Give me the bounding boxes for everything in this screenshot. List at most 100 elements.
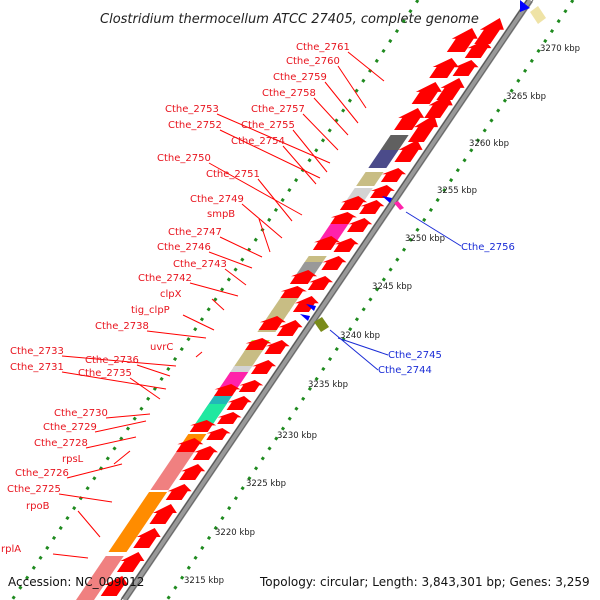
leader-line xyxy=(405,211,462,247)
forward-gene-arrow xyxy=(446,28,478,52)
gene-label-forward: uvrC xyxy=(150,342,173,353)
gene-feature-block xyxy=(195,404,227,424)
forward-gene-arrow xyxy=(380,168,407,182)
gene-feature-block xyxy=(368,150,399,168)
forward-gene-arrow xyxy=(192,446,218,460)
gene-label-forward: Cthe_2742 xyxy=(138,273,192,284)
reverse-arrow-2745b xyxy=(300,314,310,321)
gene-label-forward: Cthe_2752 xyxy=(168,120,222,131)
forward-gene-arrow xyxy=(250,360,277,374)
scale-tick-label: 3215 kbp xyxy=(184,576,224,586)
leader-line xyxy=(337,337,389,356)
leader-line xyxy=(347,51,385,82)
leader-line xyxy=(61,355,177,367)
leader-line xyxy=(258,218,271,253)
gene-label-forward: Cthe_2761 xyxy=(296,42,350,53)
feature-2744-box xyxy=(314,317,329,332)
leader-line xyxy=(85,436,137,449)
gene-label-forward: Cthe_2736 xyxy=(85,355,139,366)
forward-gene-arrow xyxy=(407,115,438,142)
forward-gene-arrow xyxy=(330,212,357,224)
forward-gene-arrow xyxy=(394,108,425,130)
leader-line xyxy=(94,420,147,433)
reverse-arrow-top xyxy=(520,0,530,12)
leader-line xyxy=(129,377,161,400)
forward-gene-arrow xyxy=(217,412,242,424)
gene-feature-block xyxy=(150,470,182,490)
scale-tick-label: 3270 kbp xyxy=(540,44,580,54)
scale-tick-label: 3265 kbp xyxy=(506,92,546,102)
gene-label-forward: Cthe_2751 xyxy=(206,169,260,180)
forward-gene-arrow xyxy=(189,420,217,432)
forward-gene-arrow xyxy=(176,438,204,452)
gene-feature-block xyxy=(163,450,196,470)
leader-line xyxy=(216,113,331,164)
forward-gene-arrow xyxy=(292,296,319,312)
gene-label-forward: Cthe_2754 xyxy=(231,136,285,147)
gene-label-forward: Cthe_2725 xyxy=(7,484,61,495)
forward-gene-arrow xyxy=(474,18,504,44)
forward-gene-arrow xyxy=(321,256,347,270)
forward-gene-arrow xyxy=(307,276,333,290)
gene-label-forward: smpB xyxy=(207,209,235,220)
gene-label-forward: Cthe_2729 xyxy=(43,422,97,433)
gene-feature-block xyxy=(108,520,149,552)
scale-tick-label: 3250 kbp xyxy=(405,234,445,244)
scale-tick-label: 3240 kbp xyxy=(340,331,380,341)
forward-gene-arrow xyxy=(429,58,459,78)
forward-gene-arrow xyxy=(347,218,373,232)
leader-line xyxy=(189,282,239,297)
leader-line xyxy=(58,493,113,503)
forward-gene-arrow xyxy=(133,528,161,548)
gene-feature-block xyxy=(270,298,299,312)
forward-gene-arrow xyxy=(339,196,368,210)
gene-label-forward: Cthe_2746 xyxy=(157,242,211,253)
reverse-strand-features xyxy=(300,0,546,332)
forward-gene-arrow xyxy=(411,82,442,104)
forward-gene-arrow xyxy=(452,60,479,76)
gene-feature-block xyxy=(380,135,409,150)
forward-strand-features xyxy=(76,18,504,600)
leader-line xyxy=(52,553,89,559)
forward-gene-arrow xyxy=(394,140,423,162)
leader-line xyxy=(292,129,328,173)
leader-line xyxy=(302,113,339,151)
gene-label-forward: tig_clpP xyxy=(131,305,170,316)
leader-line xyxy=(77,510,101,538)
gene-label-forward: Cthe_2759 xyxy=(273,72,327,83)
gene-feature-block xyxy=(232,346,266,368)
leader-line xyxy=(257,178,293,222)
genome-title: Clostridium thermocellum ATCC 27405, com… xyxy=(100,12,479,27)
gene-label-forward: Cthe_2749 xyxy=(190,194,244,205)
leader-line xyxy=(195,351,203,358)
scale-tick-label: 3225 kbp xyxy=(246,479,286,489)
forward-gene-arrow xyxy=(116,552,145,572)
forward-gene-arrow xyxy=(370,185,395,198)
forward-gene-arrow xyxy=(238,380,264,392)
forward-gene-arrow xyxy=(464,40,492,58)
gene-label-forward: Cthe_2730 xyxy=(54,408,108,419)
forward-gene-arrow xyxy=(226,396,252,410)
forward-gene-arrow xyxy=(206,428,231,440)
scale-tick-label: 3245 kbp xyxy=(372,282,412,292)
feature-box-top xyxy=(530,6,546,24)
gene-label-forward: rpsL xyxy=(62,454,84,465)
gene-label-forward: Cthe_2738 xyxy=(95,321,149,332)
gene-label-reverse: Cthe_2744 xyxy=(378,365,432,376)
leader-line xyxy=(61,371,167,390)
gene-label-forward: clpX xyxy=(160,289,182,300)
gene-label-forward: Cthe_2733 xyxy=(10,346,64,357)
forward-gene-arrow xyxy=(280,286,307,298)
leader-line xyxy=(313,97,349,136)
forward-gene-arrow xyxy=(333,238,359,252)
leader-line xyxy=(337,65,367,109)
leader-line xyxy=(182,314,215,331)
gene-label-forward: rpoB xyxy=(26,501,50,512)
gene-label-forward: Cthe_2755 xyxy=(241,120,295,131)
gene-label-reverse: Cthe_2756 xyxy=(461,242,515,253)
gene-feature-block xyxy=(130,492,168,520)
gene-label-forward: rplA xyxy=(1,544,21,555)
forward-gene-arrow xyxy=(264,340,290,354)
gene-label-forward: Cthe_2726 xyxy=(15,468,69,479)
scale-dotted-lines xyxy=(10,0,575,600)
